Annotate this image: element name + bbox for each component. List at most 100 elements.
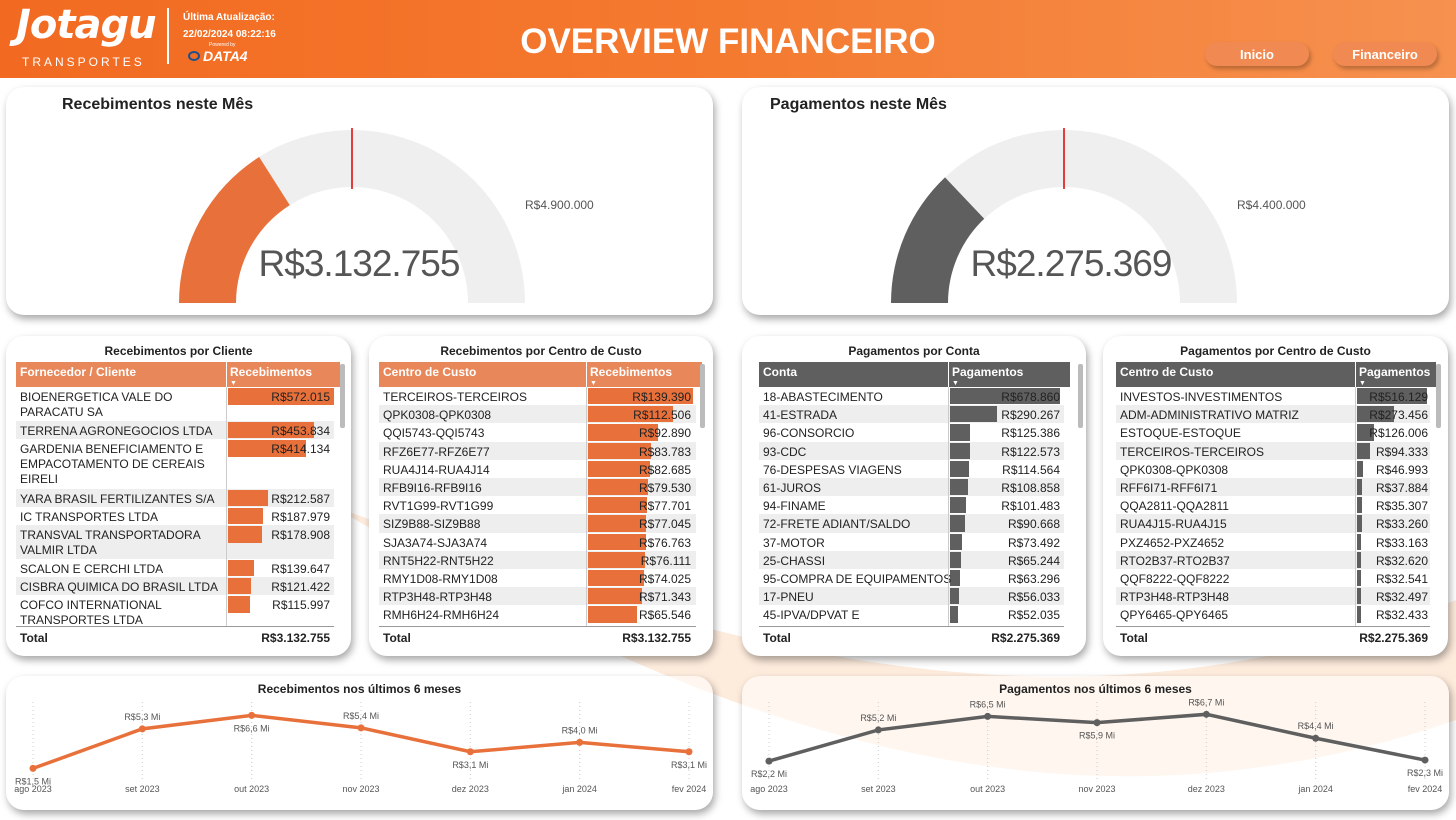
column-separator	[948, 362, 949, 387]
table-row[interactable]: YARA BRASIL FERTILIZANTES S/A R$212.587	[16, 489, 334, 507]
data-point[interactable]	[874, 726, 882, 734]
table-scrollbar[interactable]	[1078, 364, 1083, 428]
table-row[interactable]: IC TRANSPORTES LTDA R$187.979	[16, 507, 334, 525]
sort-descending-icon[interactable]: ▼	[952, 380, 959, 387]
table-row[interactable]: RVT1G99-RVT1G99 R$77.701	[379, 496, 696, 514]
table-row[interactable]: 94-FINAME R$101.483	[759, 496, 1064, 514]
table-row[interactable]: 95-COMPRA DE EQUIPAMENTOS R$63.296	[759, 569, 1064, 587]
column-header-name[interactable]: Centro de Custo	[383, 365, 477, 379]
data-point[interactable]	[29, 764, 37, 772]
table-row[interactable]: QQA2811-QQA2811 R$35.307	[1116, 496, 1430, 514]
table-row[interactable]: RTP3H48-RTP3H48 R$71.343	[379, 587, 696, 606]
sort-descending-icon[interactable]: ▼	[230, 380, 237, 387]
table-card-pagamentos-centro-custo: Pagamentos por Centro de Custo Centro de …	[1103, 336, 1448, 656]
table-row[interactable]: RMY1D08-RMY1D08 R$74.025	[379, 569, 696, 587]
table-row[interactable]: RNT5H22-RNT5H22 R$76.111	[379, 550, 696, 569]
row-name: RTO2B37-RTO2B37	[1120, 553, 1230, 568]
table-row[interactable]: RTP3H48-RTP3H48 R$32.497	[1116, 587, 1430, 606]
data-point[interactable]	[1202, 710, 1210, 718]
table-row[interactable]: RFB9I16-RFB9I16 R$79.530	[379, 478, 696, 497]
table-row[interactable]: COFCO INTERNATIONAL TRANSPORTES LTDA R$11…	[16, 595, 334, 627]
table-row[interactable]: TERRENA AGRONEGOCIOS LTDA R$453.834	[16, 421, 334, 439]
table-row[interactable]: TERCEIROS-TERCEIROS R$94.333	[1116, 441, 1430, 460]
row-value: R$77.045	[638, 517, 691, 532]
table-row[interactable]: 17-PNEU R$56.033	[759, 587, 1064, 606]
data-point[interactable]	[576, 738, 584, 746]
table-scrollbar[interactable]	[340, 364, 345, 428]
table-row[interactable]: TERCEIROS-TERCEIROS R$139.390	[379, 387, 696, 405]
row-name: 25-CHASSI	[763, 553, 826, 568]
column-header-value[interactable]: Recebimentos	[590, 365, 673, 379]
table-row[interactable]: INVESTOS-INVESTIMENTOS R$516.129	[1116, 387, 1430, 405]
column-header-value[interactable]: Recebimentos	[230, 365, 313, 379]
table-row[interactable]: SIZ9B88-SIZ9B88 R$77.045	[379, 514, 696, 533]
table-row[interactable]: 93-CDC R$122.573	[759, 441, 1064, 460]
data-point[interactable]	[138, 725, 146, 733]
table-row[interactable]: 18-ABASTECIMENTO R$678.860	[759, 387, 1064, 405]
table-row[interactable]: RUA4J15-RUA4J15 R$33.260	[1116, 514, 1430, 533]
nav-inicio-button[interactable]: Inicio	[1205, 42, 1309, 66]
table-row[interactable]: ADM-ADMINISTRATIVO MATRIZ R$273.456	[1116, 405, 1430, 424]
table-row[interactable]: GARDENIA BENEFICIAMENTO E EMPACOTAMENTO …	[16, 439, 334, 489]
data-point[interactable]	[765, 757, 773, 765]
data-point[interactable]	[685, 748, 693, 756]
row-name: 93-CDC	[763, 444, 807, 459]
column-header-value[interactable]: Pagamentos	[952, 365, 1024, 379]
data-point[interactable]	[1312, 734, 1320, 742]
table-row[interactable]: RTO2B37-RTO2B37 R$32.620	[1116, 550, 1430, 569]
table-row[interactable]: SJA3A74-SJA3A74 R$76.763	[379, 533, 696, 551]
row-value-bar	[588, 442, 652, 459]
table-row[interactable]: BIOENERGETICA VALE DO PARACATU SA R$572.0…	[16, 387, 334, 421]
table-row[interactable]: 41-ESTRADA R$290.267	[759, 405, 1064, 424]
row-name: TRANSVAL TRANSPORTADORA VALMIR LTDA	[20, 528, 201, 557]
table-row[interactable]: QPY6465-QPY6465 R$32.433	[1116, 605, 1430, 623]
table-row[interactable]: QQF8222-QQF8222 R$32.541	[1116, 569, 1430, 587]
table-row[interactable]: ESTOQUE-ESTOQUE R$126.006	[1116, 423, 1430, 441]
data-point[interactable]	[1421, 756, 1429, 764]
row-value: R$65.244	[1007, 553, 1060, 568]
table-row[interactable]: 61-JUROS R$108.858	[759, 478, 1064, 497]
data-point[interactable]	[357, 724, 365, 732]
table-row[interactable]: RFZ6E77-RFZ6E77 R$83.783	[379, 441, 696, 460]
data-label: R$3,1 Mi	[452, 760, 488, 770]
row-name: GARDENIA BENEFICIAMENTO E EMPACOTAMENTO …	[20, 442, 205, 486]
row-value: R$76.111	[640, 553, 691, 568]
table-row[interactable]: 96-CONSORCIO R$125.386	[759, 423, 1064, 441]
data-point[interactable]	[248, 711, 256, 719]
table-scrollbar[interactable]	[700, 364, 705, 428]
table-scrollbar[interactable]	[1436, 364, 1441, 428]
table-row[interactable]: 37-MOTOR R$73.492	[759, 533, 1064, 551]
row-value: R$76.763	[638, 535, 691, 550]
table-row[interactable]: TRANSVAL TRANSPORTADORA VALMIR LTDA R$178…	[16, 525, 334, 559]
table-row[interactable]: 25-CHASSI R$65.244	[759, 550, 1064, 569]
table-row[interactable]: 76-DESPESAS VIAGENS R$114.564	[759, 460, 1064, 478]
table-row[interactable]: CISBRA QUIMICA DO BRASIL LTDA R$121.422	[16, 577, 334, 595]
table-row[interactable]: 45-IPVA/DPVAT E R$52.035	[759, 605, 1064, 623]
table-row[interactable]: PXZ4652-PXZ4652 R$33.163	[1116, 533, 1430, 551]
column-header-name[interactable]: Fornecedor / Cliente	[20, 365, 137, 379]
table-row[interactable]: SCALON E CERCHI LTDA R$139.647	[16, 559, 334, 577]
sort-descending-icon[interactable]: ▼	[590, 380, 597, 387]
nav-financeiro-button[interactable]: Financeiro	[1333, 42, 1437, 66]
table-row[interactable]: 72-FRETE ADIANT/SALDO R$90.668	[759, 514, 1064, 533]
row-value: R$112.506	[633, 408, 691, 423]
total-value: R$3.132.755	[261, 631, 330, 645]
column-header-name[interactable]: Conta	[763, 365, 797, 379]
data-point[interactable]	[984, 712, 992, 720]
data-point[interactable]	[466, 748, 474, 756]
row-value: R$32.497	[1375, 590, 1428, 605]
table-row[interactable]: RUA4J14-RUA4J14 R$82.685	[379, 460, 696, 478]
table-row[interactable]: QPK0308-QPK0308 R$112.506	[379, 405, 696, 424]
table-row[interactable]: RFF6I71-RFF6I71 R$37.884	[1116, 478, 1430, 497]
data-point[interactable]	[1093, 719, 1101, 727]
sort-descending-icon[interactable]: ▼	[1359, 380, 1366, 387]
table-row[interactable]: QQI5743-QQI5743 R$92.890	[379, 423, 696, 441]
gauge-title: Recebimentos neste Mês	[62, 96, 254, 113]
row-value-bar	[228, 490, 269, 506]
column-header-value[interactable]: Pagamentos	[1359, 365, 1431, 379]
table-row[interactable]: RMH6H24-RMH6H24 R$65.546	[379, 605, 696, 623]
column-header-name[interactable]: Centro de Custo	[1120, 365, 1214, 379]
table-row[interactable]: QPK0308-QPK0308 R$46.993	[1116, 460, 1430, 478]
row-value: R$37.884	[1375, 481, 1428, 495]
row-value-bar	[588, 388, 693, 405]
